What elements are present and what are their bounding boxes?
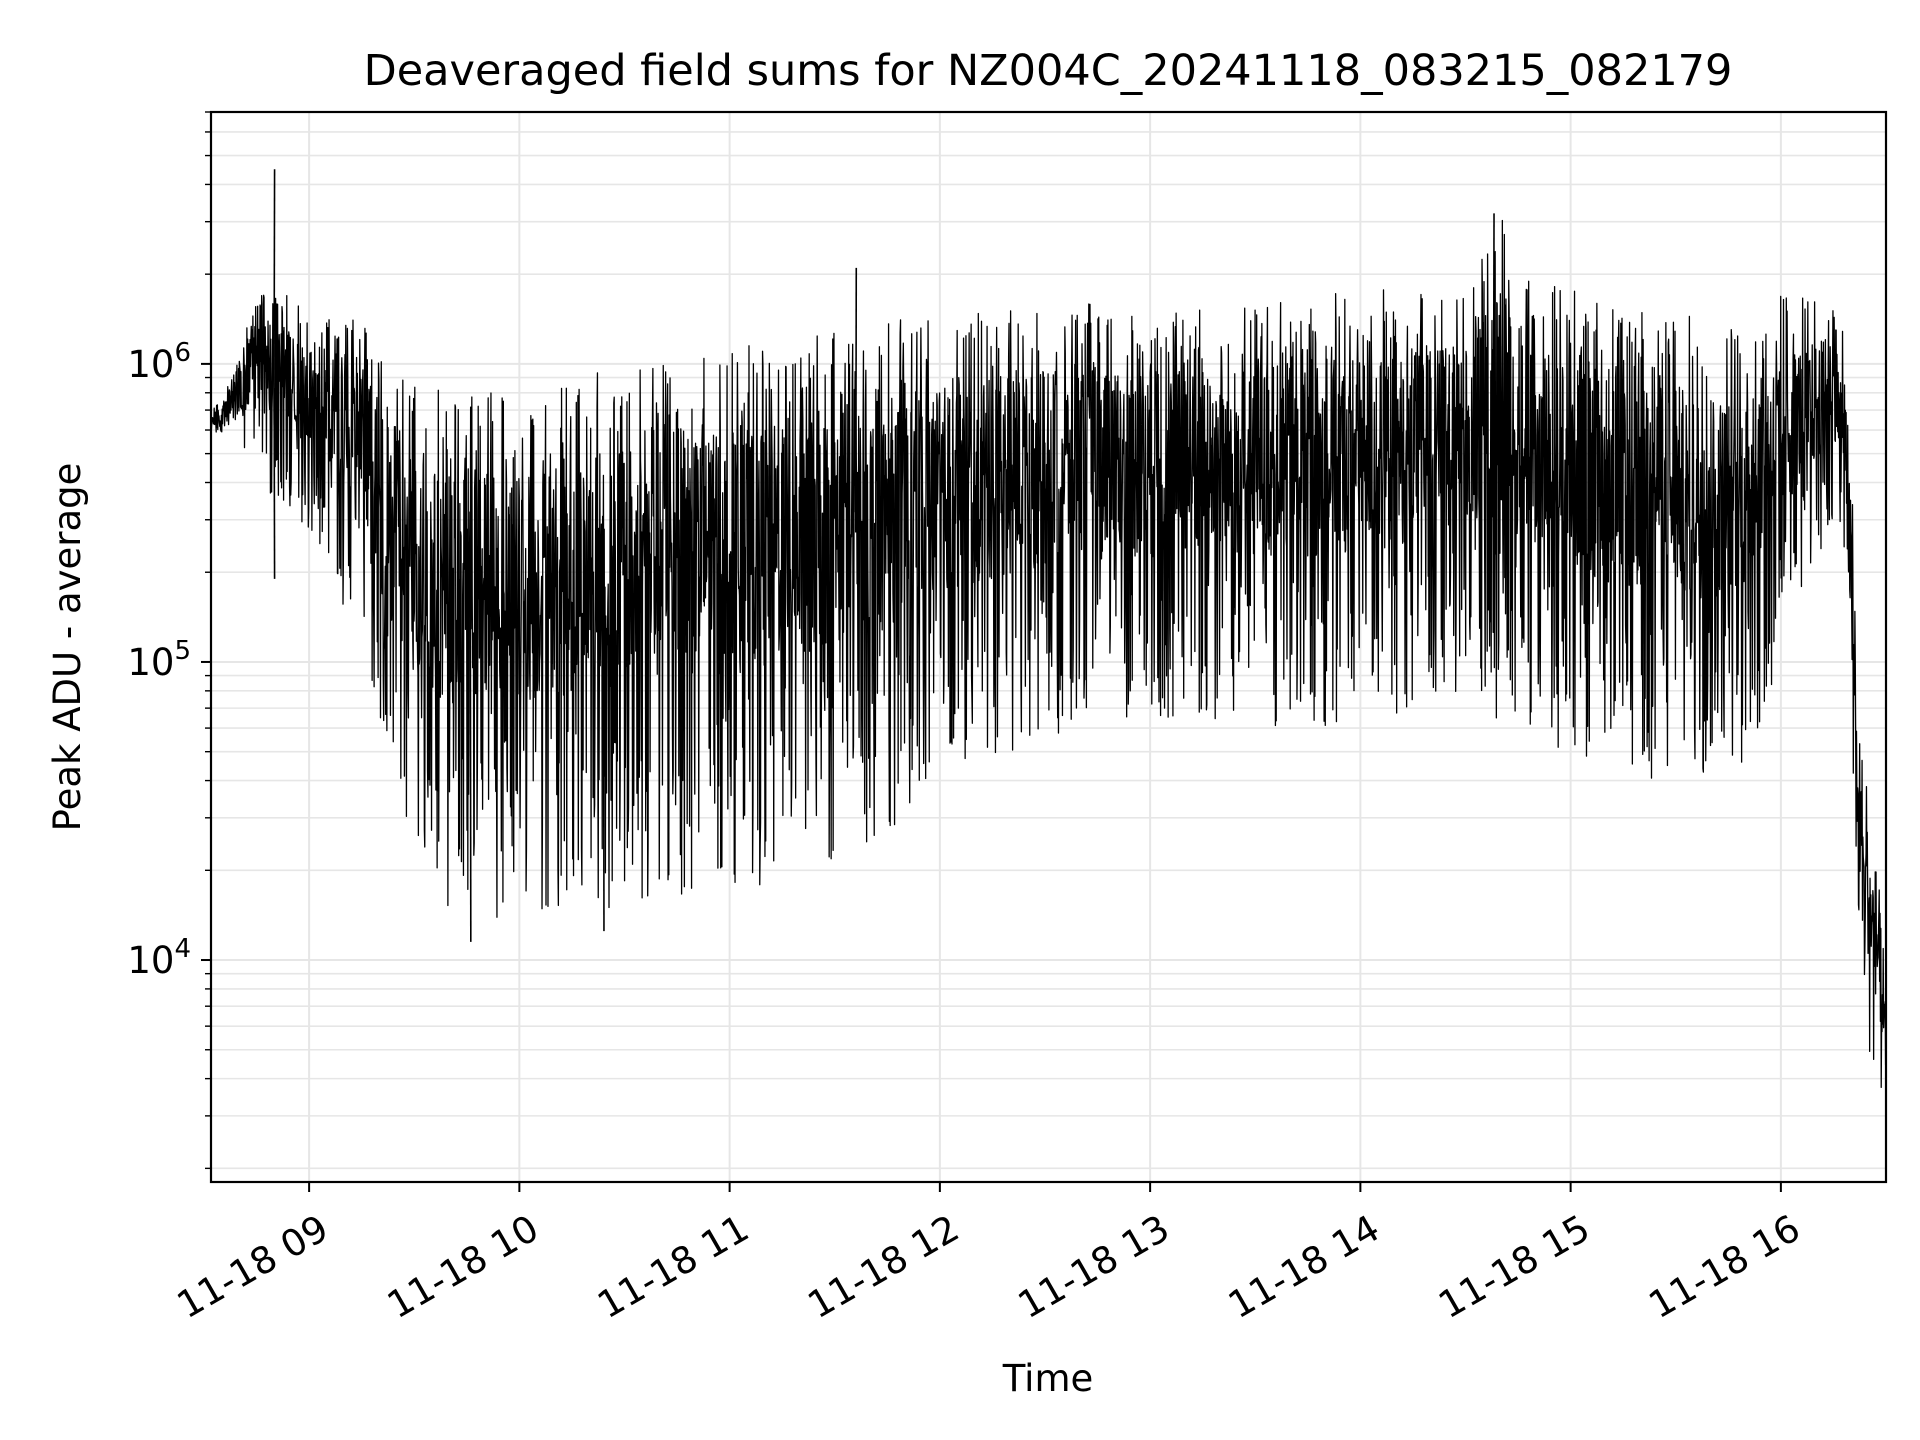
chart-title: Deaveraged field sums for NZ004C_2024111…: [364, 46, 1733, 96]
series-line: [210, 219, 1887, 1088]
series-spike: [1492, 213, 1495, 425]
series-spike: [273, 169, 276, 378]
y-tick-label: 105: [127, 636, 191, 684]
y-tick-label: 104: [127, 934, 191, 982]
series-spike: [273, 377, 276, 579]
series-layer: [210, 169, 1887, 1088]
series-spike: [469, 603, 472, 942]
series-spike: [602, 583, 605, 932]
series-spike: [854, 267, 858, 533]
y-axis-label: Peak ADU - average: [46, 463, 89, 832]
x-axis-label: Time: [1002, 1357, 1094, 1400]
y-tick-label: 106: [127, 338, 191, 386]
plot-frame: [209, 110, 1888, 1184]
